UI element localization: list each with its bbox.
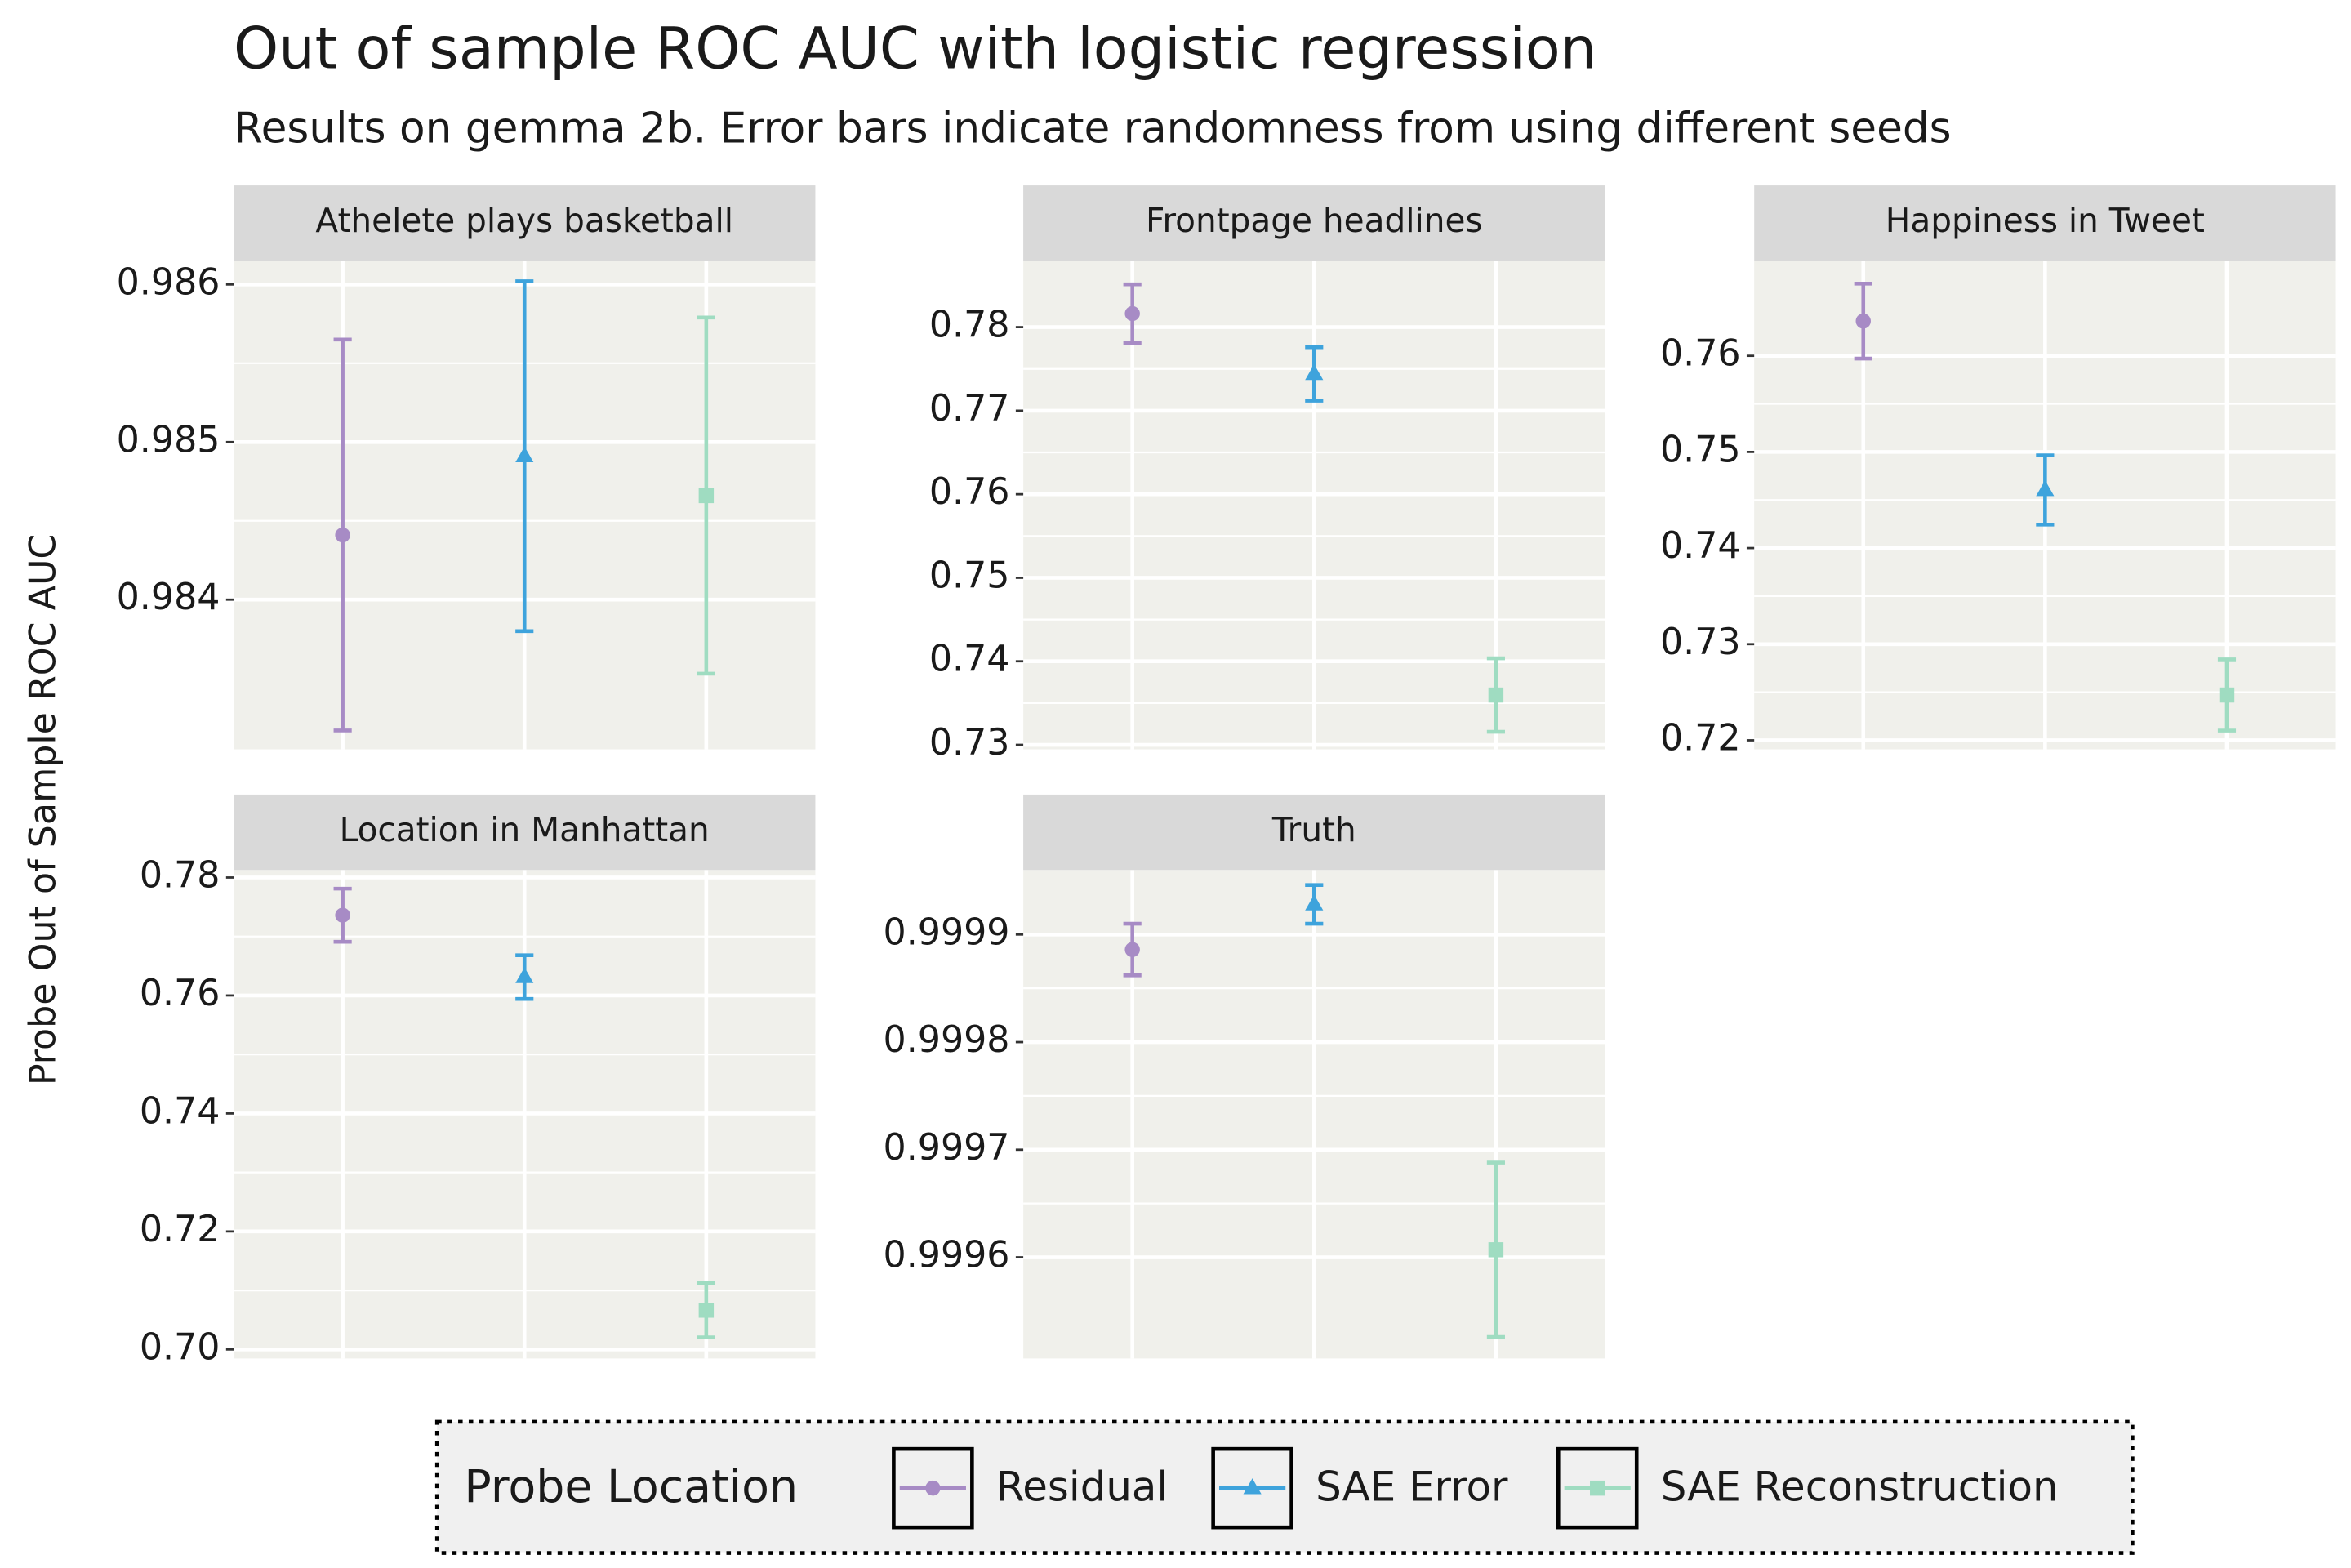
strip xyxy=(1754,185,2336,261)
y-tick-label: 0.78 xyxy=(140,854,220,896)
strip xyxy=(234,185,816,261)
facet-title: Location in Manhattan xyxy=(340,810,710,849)
point xyxy=(335,907,350,923)
point xyxy=(2219,687,2235,703)
y-tick-label: 0.9998 xyxy=(884,1019,1010,1061)
strip xyxy=(1023,185,1605,261)
y-axis-label: Probe Out of Sample ROC AUC xyxy=(22,534,64,1086)
legend-label: Residual xyxy=(996,1463,1168,1510)
y-tick-label: 0.74 xyxy=(1660,525,1741,567)
legend-label: SAE Error xyxy=(1316,1463,1508,1510)
y-tick-label: 0.986 xyxy=(117,261,220,303)
y-tick-label: 0.73 xyxy=(929,722,1010,764)
y-tick-label: 0.985 xyxy=(117,419,220,461)
point xyxy=(1488,1242,1504,1258)
point xyxy=(1488,687,1504,703)
point xyxy=(1305,363,1324,381)
y-tick-label: 0.73 xyxy=(1660,621,1741,663)
y-tick-label: 0.75 xyxy=(1660,429,1741,470)
y-tick-label: 0.76 xyxy=(929,471,1010,513)
point xyxy=(1305,894,1324,911)
point xyxy=(515,967,534,983)
y-tick-label: 0.76 xyxy=(1660,333,1741,375)
point xyxy=(335,527,350,543)
chart-subtitle: Results on gemma 2b. Error bars indicate… xyxy=(234,105,1952,154)
legend-title: Probe Location xyxy=(464,1461,798,1513)
facet-title: Happiness in Tweet xyxy=(1886,201,2205,240)
strip xyxy=(1023,794,1605,871)
y-tick-label: 0.78 xyxy=(929,305,1010,346)
facet-title: Frontpage headlines xyxy=(1146,201,1483,240)
legend-marker xyxy=(925,1480,941,1496)
legend-label: SAE Reconstruction xyxy=(1661,1463,2059,1510)
point xyxy=(1124,942,1140,957)
point xyxy=(2036,479,2055,497)
legend-marker xyxy=(1590,1480,1605,1496)
chart-title: Out of sample ROC AUC with logistic regr… xyxy=(234,16,1596,82)
y-tick-label: 0.76 xyxy=(140,973,220,1014)
y-tick-label: 0.77 xyxy=(929,388,1010,430)
y-tick-label: 0.9996 xyxy=(884,1235,1010,1276)
y-tick-label: 0.9999 xyxy=(884,911,1010,953)
facet-title: Athelete plays basketball xyxy=(315,201,733,240)
y-tick-label: 0.72 xyxy=(1660,717,1741,759)
point xyxy=(515,446,534,463)
point xyxy=(1124,305,1140,322)
legend-marker xyxy=(1243,1478,1262,1494)
y-tick-label: 0.75 xyxy=(929,555,1010,596)
strip xyxy=(234,794,816,871)
y-tick-label: 0.9997 xyxy=(884,1127,1010,1169)
y-tick-label: 0.70 xyxy=(140,1326,220,1368)
y-tick-label: 0.72 xyxy=(140,1209,220,1250)
y-tick-label: 0.74 xyxy=(140,1090,220,1132)
point xyxy=(1855,313,1871,329)
y-tick-label: 0.74 xyxy=(929,639,1010,680)
point xyxy=(698,1303,715,1318)
y-tick-label: 0.984 xyxy=(117,577,220,618)
facet-title: Truth xyxy=(1271,810,1356,849)
point xyxy=(698,488,715,504)
